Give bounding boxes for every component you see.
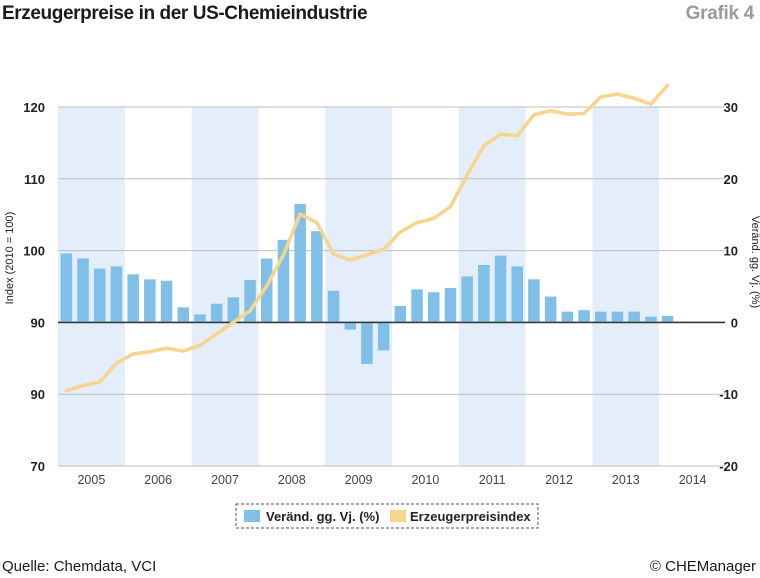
x-tick-label-2013: 2013 bbox=[612, 473, 640, 487]
left-tick-label: 70 bbox=[31, 459, 45, 474]
legend: Veränd. gg. Vj. (%) Erzeugerpreisindex bbox=[235, 503, 539, 529]
bar-2013Q4 bbox=[645, 316, 657, 323]
bar-2009Q2 bbox=[344, 322, 356, 330]
bar-2007Q2 bbox=[210, 303, 223, 323]
left-tick-label: 100 bbox=[23, 244, 45, 259]
copyright-note: © CHEManager bbox=[649, 558, 756, 575]
left-tick-label: 120 bbox=[23, 100, 45, 115]
right-tick-label: -10 bbox=[719, 387, 738, 402]
year-band-2013 bbox=[592, 107, 660, 466]
right-tick-label: 10 bbox=[724, 244, 738, 259]
bar-2007Q4 bbox=[244, 280, 256, 323]
bar-2007Q1 bbox=[194, 314, 206, 323]
bar-series bbox=[58, 203, 725, 365]
axes: 120 30 110 20 100 10 90 0 90 -10 70 -20 2005 2006 2007… bbox=[23, 100, 738, 487]
bar-2009Q4 bbox=[377, 322, 390, 351]
x-tick-label-2011: 2011 bbox=[479, 473, 506, 487]
legend-bar-swatch bbox=[244, 510, 260, 522]
x-tick-label-2005: 2005 bbox=[77, 473, 105, 487]
right-tick-label: 0 bbox=[731, 315, 738, 330]
bar-2009Q3 bbox=[361, 322, 373, 365]
x-tick-label-2012: 2012 bbox=[545, 473, 573, 487]
legend-border bbox=[235, 503, 539, 529]
bar-2006Q1 bbox=[127, 274, 139, 323]
bar-2006Q4 bbox=[177, 307, 189, 323]
bar-2009Q1 bbox=[327, 290, 340, 323]
bar-2010Q1 bbox=[394, 305, 407, 323]
bar-2012Q1 bbox=[528, 279, 540, 323]
bar-2010Q3 bbox=[428, 292, 440, 323]
bar-2013Q2 bbox=[611, 311, 624, 323]
figure-number-badge: Grafik 4 bbox=[685, 3, 755, 24]
bar-2007Q3 bbox=[227, 297, 240, 323]
line-series bbox=[64, 83, 670, 393]
bar-2008Q4 bbox=[311, 231, 323, 323]
bar-2013Q3 bbox=[628, 311, 640, 323]
right-tick-label: -20 bbox=[719, 459, 738, 474]
source-note: Quelle: Chemdata, VCI bbox=[2, 558, 157, 575]
bar-2011Q1 bbox=[461, 276, 473, 323]
right-axis-label: Veränd. gg. Vj. (%) bbox=[749, 216, 760, 308]
bar-2010Q4 bbox=[444, 287, 457, 323]
bar-2012Q3 bbox=[561, 311, 574, 323]
legend-label-index: Erzeugerpreisindex bbox=[410, 509, 531, 524]
bar-2008Q2 bbox=[277, 239, 290, 323]
x-tick-label-2008: 2008 bbox=[278, 473, 306, 487]
bar-2014Q1 bbox=[661, 315, 674, 323]
legend-label-change: Veränd. gg. Vj. (%) bbox=[266, 509, 379, 524]
bar-2005Q1 bbox=[60, 253, 73, 323]
left-tick-label: 90 bbox=[31, 387, 45, 402]
bar-2006Q3 bbox=[160, 280, 173, 323]
x-tick-label-2007: 2007 bbox=[211, 473, 239, 487]
bar-2005Q3 bbox=[94, 268, 106, 323]
chart-title: Erzeugerpreise in der US-Chemieindustrie bbox=[2, 3, 368, 24]
bar-2005Q2 bbox=[77, 258, 89, 323]
bar-2006Q2 bbox=[144, 279, 156, 323]
bar-2011Q3 bbox=[494, 255, 507, 323]
x-tick-label-2006: 2006 bbox=[144, 473, 172, 487]
x-tick-label-2010: 2010 bbox=[411, 473, 439, 487]
bar-2011Q4 bbox=[511, 266, 523, 323]
left-tick-label: 110 bbox=[24, 172, 45, 187]
year-band-2009 bbox=[325, 107, 392, 466]
legend-line-swatch bbox=[390, 510, 406, 522]
bar-2013Q1 bbox=[595, 311, 607, 323]
bar-2012Q4 bbox=[578, 310, 590, 323]
bar-2011Q2 bbox=[478, 264, 490, 323]
bar-2008Q3 bbox=[294, 203, 306, 323]
bar-2012Q2 bbox=[544, 296, 557, 323]
right-tick-label: 20 bbox=[724, 172, 738, 187]
left-axis-label: Index (2010 = 100) bbox=[4, 212, 16, 305]
bar-2005Q4 bbox=[110, 266, 123, 323]
x-tick-label-2009: 2009 bbox=[345, 473, 373, 487]
bar-2010Q2 bbox=[411, 289, 423, 323]
right-tick-label: 30 bbox=[724, 100, 738, 115]
bar-2008Q1 bbox=[261, 258, 273, 323]
left-tick-label: 90 bbox=[31, 315, 45, 330]
x-tick-label-2014: 2014 bbox=[679, 473, 707, 487]
